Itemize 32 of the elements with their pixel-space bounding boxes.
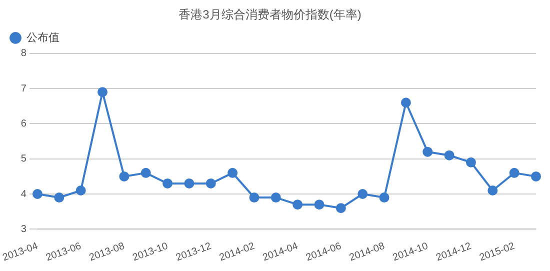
point — [358, 189, 368, 200]
point — [531, 171, 541, 182]
point — [76, 186, 86, 196]
point — [488, 186, 498, 196]
point — [140, 168, 151, 178]
y-tick-label: 7 — [20, 83, 27, 94]
point — [422, 146, 433, 157]
point — [249, 192, 260, 203]
point — [184, 178, 194, 188]
y-tick-label: 8 — [20, 48, 27, 60]
point — [228, 168, 238, 178]
point — [119, 171, 130, 182]
point — [54, 192, 64, 203]
point — [162, 178, 173, 188]
point — [206, 178, 216, 188]
y-tick-label: 4 — [20, 188, 27, 200]
point — [98, 87, 108, 98]
point — [379, 192, 390, 203]
chart-title: 香港3月综合消费者物价指数(年率) — [178, 8, 362, 22]
point — [444, 150, 454, 160]
point — [466, 157, 476, 168]
point — [336, 203, 346, 214]
y-tick-label: 3 — [20, 224, 27, 235]
y-tick-label: 5 — [20, 154, 27, 165]
point — [509, 168, 520, 178]
point — [314, 200, 324, 210]
point — [400, 98, 411, 108]
point — [292, 200, 303, 210]
legend-label: 公布值 — [26, 32, 60, 44]
point — [270, 192, 281, 203]
point — [32, 189, 42, 200]
y-tick-label: 6 — [20, 118, 27, 130]
